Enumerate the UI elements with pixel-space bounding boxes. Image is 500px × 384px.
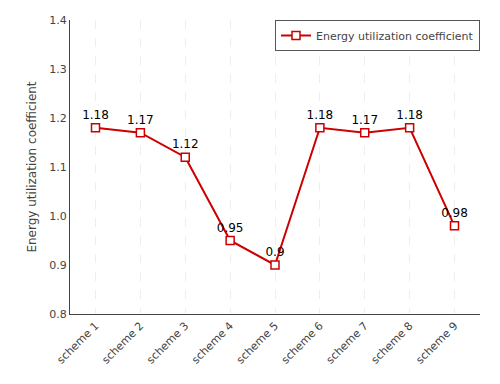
svg-text:1.2: 1.2 <box>49 112 67 125</box>
svg-text:scheme 6: scheme 6 <box>279 320 326 367</box>
svg-text:1.1: 1.1 <box>49 161 67 174</box>
svg-text:1.18: 1.18 <box>396 108 423 122</box>
svg-text:0.95: 0.95 <box>217 221 244 235</box>
svg-text:0.8: 0.8 <box>49 308 67 321</box>
svg-text:scheme 3: scheme 3 <box>144 320 191 367</box>
svg-text:Energy utilization coefficient: Energy utilization coefficient <box>25 81 39 252</box>
svg-text:Energy utilization coefficient: Energy utilization coefficient <box>316 30 474 43</box>
svg-text:0.9: 0.9 <box>49 259 67 272</box>
svg-text:scheme 8: scheme 8 <box>369 320 416 367</box>
svg-text:scheme 4: scheme 4 <box>189 320 236 367</box>
svg-text:scheme 2: scheme 2 <box>99 320 146 367</box>
svg-text:1.17: 1.17 <box>127 113 154 127</box>
svg-text:1.18: 1.18 <box>82 108 109 122</box>
svg-text:1.3: 1.3 <box>49 63 67 76</box>
svg-text:1.0: 1.0 <box>49 210 67 223</box>
svg-text:scheme 5: scheme 5 <box>234 320 281 367</box>
svg-text:scheme 9: scheme 9 <box>413 320 460 367</box>
svg-text:0.98: 0.98 <box>441 206 468 220</box>
svg-text:1.18: 1.18 <box>307 108 334 122</box>
svg-text:0.9: 0.9 <box>265 245 284 259</box>
svg-text:scheme 7: scheme 7 <box>324 320 371 367</box>
svg-text:scheme 1: scheme 1 <box>54 320 101 367</box>
svg-text:1.17: 1.17 <box>351 113 378 127</box>
svg-text:1.4: 1.4 <box>49 14 67 27</box>
svg-text:1.12: 1.12 <box>172 137 199 151</box>
